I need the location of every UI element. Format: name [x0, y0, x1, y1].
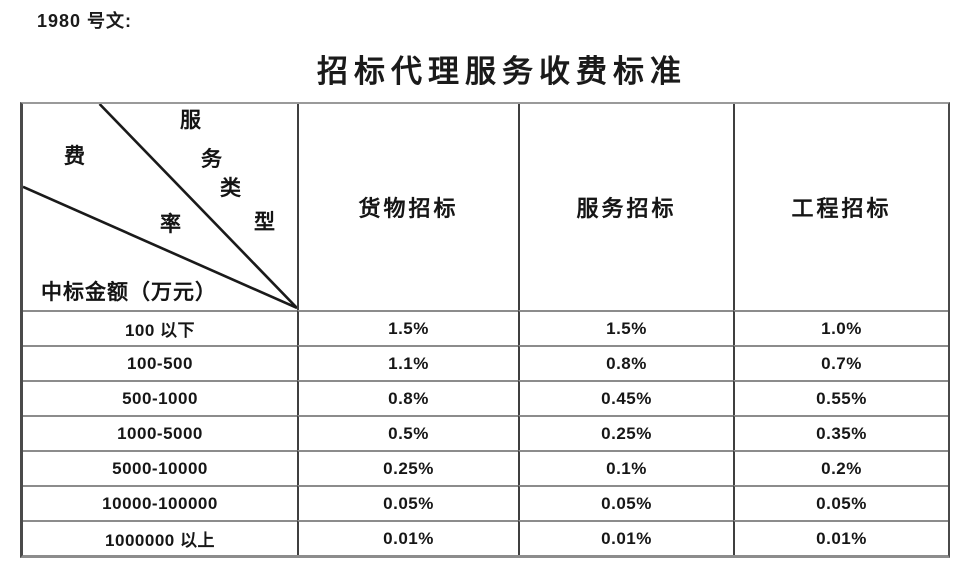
corner-label-fee-rate-char: 率 [160, 212, 181, 236]
fee-rate-cell: 1.1% [297, 345, 518, 380]
row-label-amount-range: 100 以下 [23, 310, 297, 345]
table-corner-cell: 服 务 类 型 费 率 中标金额（万元） [23, 104, 297, 310]
row-label-amount-range: 100-500 [23, 345, 297, 380]
fee-rate-cell: 0.35% [733, 415, 948, 450]
corner-label-service-type-char: 务 [201, 147, 222, 171]
fee-rate-cell: 1.5% [518, 310, 733, 345]
fee-rate-cell: 0.05% [518, 485, 733, 520]
diagonal-divider-lines [23, 104, 297, 310]
fee-rate-cell: 0.01% [297, 520, 518, 555]
corner-label-service-type-char: 型 [254, 210, 275, 234]
document-number-label: 1980 号文: [37, 11, 133, 31]
row-label-amount-range: 10000-100000 [23, 485, 297, 520]
row-label-amount-range: 1000000 以上 [23, 520, 297, 555]
fee-rate-cell: 0.5% [297, 415, 518, 450]
fee-rate-cell: 0.01% [733, 520, 948, 555]
fee-rate-cell: 0.25% [297, 450, 518, 485]
row-label-amount-range: 500-1000 [23, 380, 297, 415]
fee-rate-cell: 0.25% [518, 415, 733, 450]
page-title: 招标代理服务收费标准 [317, 54, 687, 89]
row-label-amount-range: 5000-10000 [23, 450, 297, 485]
corner-label-service-type-char: 类 [220, 176, 241, 200]
fee-rate-cell: 0.45% [518, 380, 733, 415]
fee-rate-cell: 0.8% [297, 380, 518, 415]
fee-rate-cell: 0.2% [733, 450, 948, 485]
corner-label-fee-rate-char: 费 [64, 144, 85, 168]
fee-rate-cell: 0.55% [733, 380, 948, 415]
row-label-amount-range: 1000-5000 [23, 415, 297, 450]
corner-label-service-type-char: 服 [180, 108, 201, 132]
column-header-engineering-bidding: 工程招标 [733, 104, 948, 310]
fee-rate-cell: 0.8% [518, 345, 733, 380]
fee-rate-cell: 1.5% [297, 310, 518, 345]
fee-rate-cell: 0.05% [297, 485, 518, 520]
fee-rate-cell: 0.01% [518, 520, 733, 555]
fee-rate-cell: 0.05% [733, 485, 948, 520]
fee-rate-cell: 1.0% [733, 310, 948, 345]
column-header-service-bidding: 服务招标 [518, 104, 733, 310]
column-header-goods-bidding: 货物招标 [297, 104, 518, 310]
fee-rate-cell: 0.1% [518, 450, 733, 485]
fee-rate-cell: 0.7% [733, 345, 948, 380]
fee-standard-table: 服 务 类 型 费 率 中标金额（万元） 货物招标 服务招标 工程招标 100 … [20, 102, 950, 558]
corner-label-bid-amount: 中标金额（万元） [41, 280, 217, 304]
